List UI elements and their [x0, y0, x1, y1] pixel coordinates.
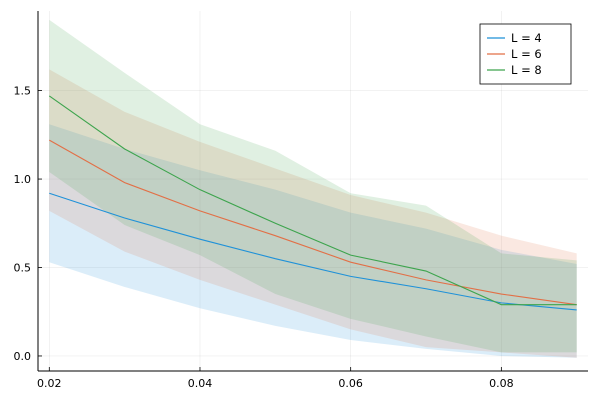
- tick-labels: 0.02 0.04 0.06 0.08 0.0 0.5 1.0 1.5: [14, 85, 514, 390]
- ribbon-series-1: [49, 124, 577, 358]
- line-series-3: [48, 95, 577, 306]
- legend-label: L = 4: [511, 31, 542, 45]
- legend: L = 4 L = 6 L = 8: [479, 23, 572, 85]
- y-tick-label: 1.0: [14, 173, 32, 186]
- confidence-bands: [49, 19, 577, 358]
- axes: [37, 11, 588, 372]
- x-tick-label: 0.02: [37, 377, 62, 390]
- line-series-2: [49, 139, 577, 306]
- x-tick-label: 0.06: [338, 377, 363, 390]
- x-tick-label: 0.04: [188, 377, 213, 390]
- x-tick-label: 0.08: [489, 377, 514, 390]
- ribbon-series-3: [49, 19, 577, 353]
- line-series-1: [49, 192, 577, 311]
- ribbon-series-2: [49, 69, 577, 358]
- y-tick-label: 0.0: [14, 350, 32, 363]
- y-tick-label: 0.5: [14, 262, 32, 275]
- legend-label: L = 6: [511, 47, 542, 61]
- series-lines: [48, 95, 577, 311]
- legend-label: L = 8: [511, 63, 542, 77]
- y-tick-label: 1.5: [14, 85, 32, 98]
